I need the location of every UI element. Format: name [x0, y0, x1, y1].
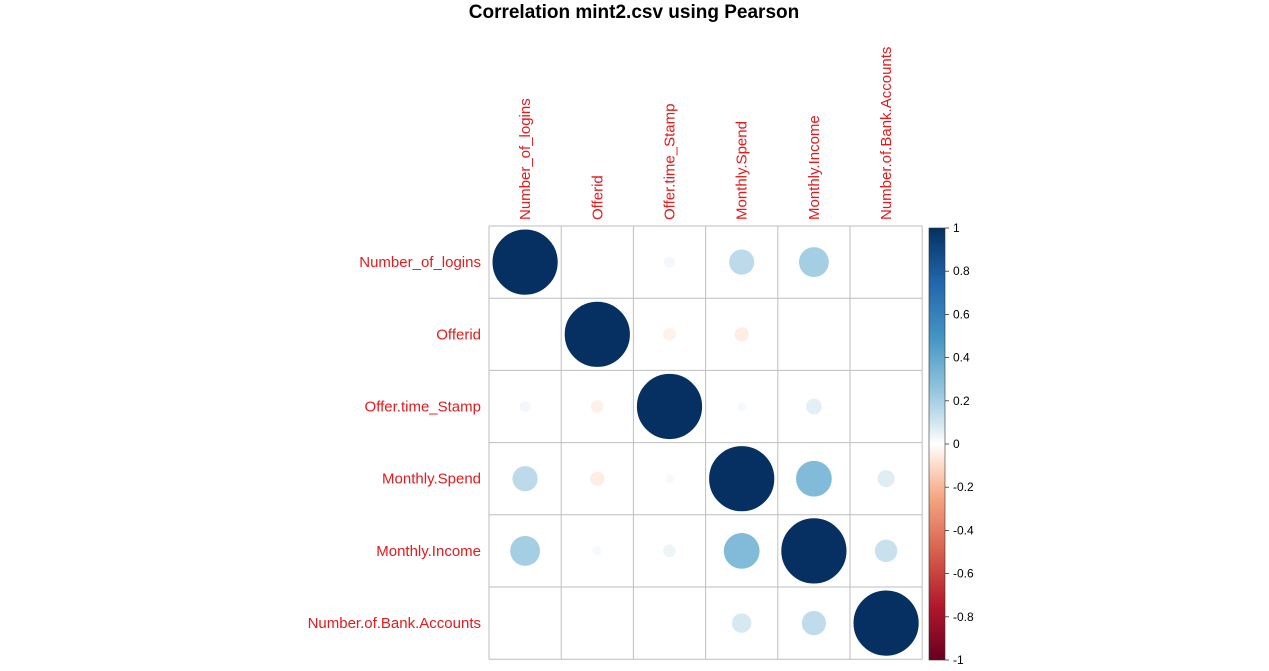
correlation-circle: [590, 399, 605, 414]
correlation-circle: [519, 400, 532, 413]
correlation-circle: [589, 471, 605, 487]
correlation-grid: [488, 225, 923, 660]
legend-tick-label: 0.2: [953, 394, 970, 408]
correlation-circle: [736, 401, 747, 412]
correlation-circle: [662, 544, 677, 558]
row-label: Number_of_logins: [359, 254, 481, 271]
column-label: Number.of.Bank.Accounts: [878, 47, 895, 220]
row-label: Monthly.Income: [376, 543, 481, 560]
correlation-circle: [662, 327, 677, 342]
correlation-circle: [664, 473, 675, 484]
legend-tick-label: -1: [953, 653, 964, 667]
column-label: Offer.time_Stamp: [662, 104, 679, 220]
legend-tick-label: 0.4: [953, 351, 970, 365]
legend-tick-label: 1: [953, 221, 960, 235]
chart-title: Correlation mint2.csv using Pearson: [469, 2, 799, 23]
row-label: Offerid: [436, 326, 481, 343]
row-label: Number.of.Bank.Accounts: [308, 615, 481, 632]
legend-tick-label: 0: [953, 437, 960, 451]
correlation-circle: [723, 532, 761, 570]
correlation-circle: [663, 256, 676, 269]
correlation-circle: [509, 535, 541, 567]
legend-tick-label: -0.8: [953, 610, 974, 624]
row-label: Offer.time_Stamp: [365, 399, 481, 416]
row-label: Monthly.Spend: [382, 471, 481, 488]
column-label: Offerid: [589, 175, 606, 220]
legend-tick-label: 0.6: [953, 307, 970, 321]
legend-tick-label: -0.6: [953, 567, 974, 581]
correlation-circles: [491, 228, 920, 657]
correlation-circle: [512, 465, 539, 492]
column-label: Number_of_logins: [517, 98, 534, 220]
legend-color-bar: [928, 227, 946, 661]
correlation-circle: [708, 445, 776, 513]
correlation-circle: [731, 612, 752, 634]
column-label: Monthly.Income: [806, 115, 823, 220]
correlation-circle: [491, 228, 559, 296]
legend-tick-label: -0.4: [953, 523, 974, 537]
correlation-circle: [805, 398, 823, 415]
correlation-circle: [563, 300, 631, 368]
correlation-circle: [798, 246, 830, 278]
correlation-circle: [801, 610, 827, 636]
correlation-circle: [874, 539, 898, 563]
correlation-circle: [795, 460, 833, 498]
correlation-circle: [734, 326, 750, 342]
legend-tick-label: -0.2: [953, 480, 974, 494]
color-legend: 1 0.8 0.6 0.4 0.2 0 -0.2 -0.4 -0.6 -0.8 -1: [928, 221, 974, 667]
correlation-circle: [592, 545, 603, 556]
column-labels: Number_of_logins Offerid Offer.time_Stamp M…: [517, 47, 895, 220]
column-label: Monthly.Spend: [734, 121, 751, 220]
correlation-circle: [877, 469, 896, 488]
correlation-circle: [780, 517, 848, 585]
correlation-circle: [852, 589, 920, 657]
correlation-circle: [728, 249, 755, 276]
legend-tick-label: 0.8: [953, 264, 970, 278]
row-labels: Number_of_logins Offerid Offer.time_Stamp M…: [308, 254, 481, 632]
correlation-circle: [635, 372, 704, 441]
